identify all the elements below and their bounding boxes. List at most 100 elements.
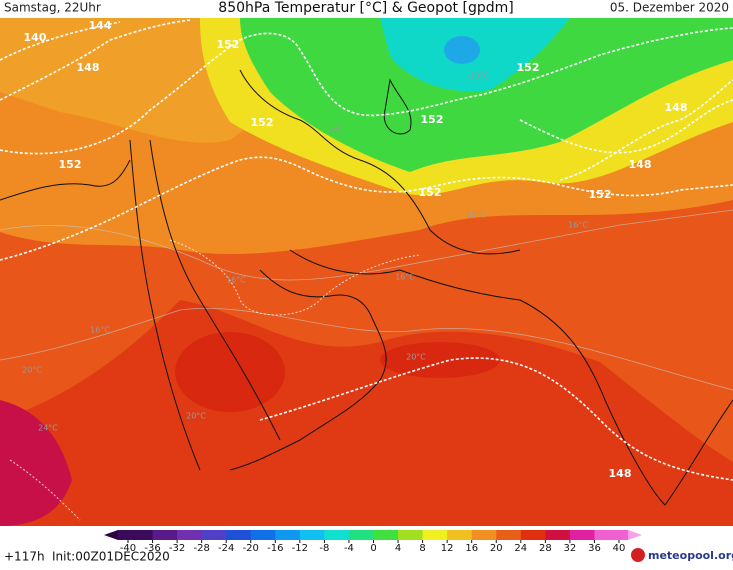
- temp-area: [444, 36, 480, 64]
- colorbar-tick-label: -32: [169, 543, 185, 554]
- coastline: [239, 69, 521, 255]
- contour-label: 148: [609, 467, 632, 480]
- colorbar-tick-label: -28: [193, 543, 209, 554]
- coastline: [129, 139, 201, 471]
- geopotential-contour: [559, 79, 733, 181]
- colorbar-segment: [201, 530, 227, 540]
- colorbar-tick-label: 0: [370, 543, 376, 554]
- header-valid-date: 05. Dezember 2020: [610, 1, 729, 15]
- colorbar-tick-label: -36: [144, 543, 160, 554]
- colorbar-segment: [128, 530, 154, 540]
- colorbar-segment: [545, 530, 571, 540]
- colorbar-tick-label: 32: [564, 543, 577, 554]
- geopotential-contour: [0, 19, 191, 101]
- colorbar-segment: [619, 530, 628, 540]
- geopotential-contour: [9, 459, 81, 521]
- temp-area: [380, 342, 500, 378]
- colorbar-segment: [569, 530, 595, 540]
- colorbar-end: [104, 530, 118, 540]
- geopotential-contour: [259, 357, 733, 481]
- geopotential-contour: [169, 239, 421, 316]
- temperature-label: 10°C: [466, 211, 486, 220]
- colorbar-tick-label: 20: [490, 543, 503, 554]
- coastline: [0, 159, 131, 201]
- temperature-label: 0°C: [329, 126, 344, 135]
- colorbar-segment: [496, 530, 522, 540]
- colorbar-segment: [250, 530, 276, 540]
- temperature-label: 16°C: [395, 273, 415, 282]
- colorbar-segment: [447, 530, 473, 540]
- contour-label: 152: [251, 116, 274, 129]
- colorbar-tick-label: -8: [319, 543, 329, 554]
- isotherm: [0, 209, 733, 281]
- colorbar-segment: [471, 530, 497, 540]
- colorbar-segment: [594, 530, 620, 540]
- header-title: 850hPa Temperatur [°C] & Geopot [gpdm]: [218, 0, 513, 16]
- contour-label: 140: [24, 31, 47, 44]
- forecast-step: +117h: [4, 550, 45, 564]
- geopotential-contour: [519, 99, 733, 154]
- colorbar-segment: [299, 530, 325, 540]
- temperature-label: -10°C: [467, 72, 490, 81]
- geopotential-contour: [0, 21, 121, 61]
- colorbar-segment: [422, 530, 448, 540]
- colorbar-tick-label: 40: [613, 543, 626, 554]
- coastline: [383, 78, 412, 135]
- temperature-label: 16°C: [226, 276, 246, 285]
- temperature-label: 20°C: [186, 412, 206, 421]
- colorbar-segment: [324, 530, 350, 540]
- colorbar-tick-label: -20: [243, 543, 259, 554]
- geopotential-contour: [0, 27, 733, 155]
- colorbar-segment: [275, 530, 301, 540]
- contour-label: 152: [59, 158, 82, 171]
- colorbar: -40 -36 -32 -28 -24 -20 -16 -12 -8 -4 0 4 8 12 16 20 24 2…: [104, 530, 642, 554]
- colorbar-segment: [177, 530, 203, 540]
- colorbar-segment: [520, 530, 546, 540]
- logo-icon: [631, 548, 645, 562]
- contour-label: 152: [421, 113, 444, 126]
- colorbar-tick-label: 4: [395, 543, 401, 554]
- colorbar-tick-label: 16: [465, 543, 478, 554]
- temperature-label: 16°C: [90, 326, 110, 335]
- contour-label: 152: [589, 188, 612, 201]
- colorbar-segment: [118, 530, 128, 540]
- contour-label: 148: [665, 101, 688, 114]
- logo: meteopool.org: [648, 549, 733, 562]
- colorbar-end: [628, 530, 642, 540]
- init-time: Init:00Z01DEC2020: [52, 550, 170, 564]
- colorbar-tick-label: -4: [344, 543, 354, 554]
- colorbar-tick-label: -40: [120, 543, 136, 554]
- colorbar-tick-label: 24: [514, 543, 527, 554]
- contour-label: 152: [217, 38, 240, 51]
- colorbar-tick-label: 8: [419, 543, 425, 554]
- temperature-label: 20°C: [22, 366, 42, 375]
- temp-area: [0, 400, 72, 526]
- colorbar-tick-label: -24: [218, 543, 234, 554]
- temp-area: [175, 332, 285, 412]
- temperature-label: 24°C: [38, 424, 58, 433]
- colorbar-tick-label: -16: [267, 543, 283, 554]
- temp-area: [240, 18, 733, 172]
- colorbar-segment: [152, 530, 178, 540]
- contour-label: 152: [419, 186, 442, 199]
- colorbar-segment: [348, 530, 374, 540]
- header-date: Samstag, 22Uhr: [4, 1, 101, 15]
- temperature-label: 20°C: [406, 353, 426, 362]
- map: 140 144 148 152 152 152 152 152 152 152 148 148 148 -…: [0, 18, 733, 526]
- colorbar-tick-label: 36: [588, 543, 601, 554]
- colorbar-tick-label: 12: [441, 543, 454, 554]
- colorbar-tick-label: 28: [539, 543, 552, 554]
- contour-label: 144: [89, 19, 112, 32]
- contour-label: 148: [629, 158, 652, 171]
- coastline: [289, 249, 733, 506]
- temperature-label: 16°C: [568, 221, 588, 230]
- colorbar-segment: [398, 530, 424, 540]
- contour-label: 152: [517, 61, 540, 74]
- contour-label: 148: [77, 61, 100, 74]
- isotherm: [0, 307, 733, 391]
- colorbar-segment: [226, 530, 252, 540]
- colorbar-segment: [373, 530, 399, 540]
- colorbar-tick-label: -12: [292, 543, 308, 554]
